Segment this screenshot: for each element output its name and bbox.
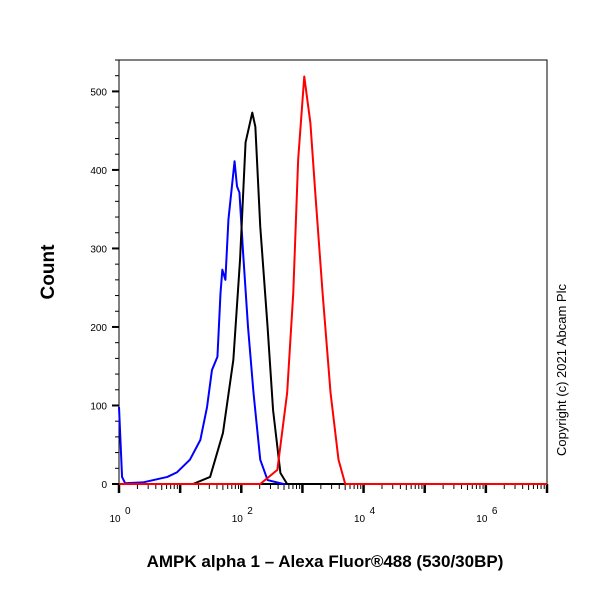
x-tick-label-exponent: 2	[247, 506, 253, 517]
x-tick-label-base: 10	[476, 514, 488, 525]
y-tick-label: 500	[90, 87, 107, 98]
series-line-2	[119, 75, 547, 485]
series-line-0	[118, 160, 547, 485]
y-tick-label: 100	[90, 401, 107, 412]
copyright-annotation: Copyright (c) 2021 Abcam Plc	[554, 284, 569, 456]
y-tick-label: 200	[90, 323, 107, 334]
y-axis-label: Count	[38, 244, 59, 300]
x-tick-label-base: 10	[109, 514, 121, 525]
x-tick-label-base: 10	[232, 514, 244, 525]
x-axis-label: AMPK alpha 1 – Alexa Fluor®488 (530/30BP…	[147, 552, 504, 571]
x-tick-label-exponent: 6	[492, 506, 498, 517]
series-line-1	[119, 111, 547, 485]
y-tick-label: 0	[101, 480, 107, 491]
x-tick-label-exponent: 0	[125, 506, 131, 517]
y-tick-label: 400	[90, 166, 107, 177]
y-tick-label: 300	[90, 244, 107, 255]
x-tick-label-exponent: 4	[370, 506, 376, 517]
x-tick-label-base: 10	[354, 514, 366, 525]
